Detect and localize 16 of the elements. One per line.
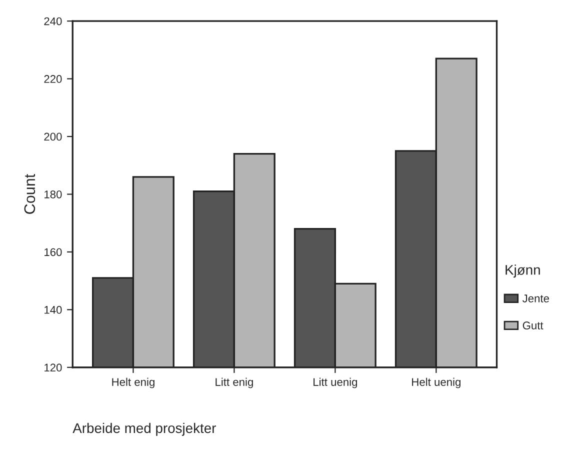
- y-tick-label: 140: [44, 306, 62, 314]
- legend-label: Gutt: [522, 322, 544, 330]
- x-tick-label: Litt uenig: [314, 378, 358, 388]
- x-tick-label: Helt uenig: [412, 378, 460, 388]
- y-tick-label: 220: [44, 75, 62, 83]
- x-tick-label: Litt enig: [216, 378, 253, 388]
- y-tick-label: 240: [44, 17, 62, 26]
- y-tick-label: 120: [44, 364, 62, 372]
- y-tick-label: 200: [44, 132, 62, 141]
- y-tick-label: 160: [44, 248, 62, 256]
- legend-title: Kjønn: [506, 264, 540, 278]
- x-axis-title: Arbeide med prosjekter: [72, 422, 216, 436]
- y-tick-label: 180: [44, 190, 62, 198]
- x-tick-label: Helt enig: [112, 378, 154, 388]
- y-axis-title: Count: [24, 174, 36, 214]
- legend-label: Jente: [522, 294, 549, 302]
